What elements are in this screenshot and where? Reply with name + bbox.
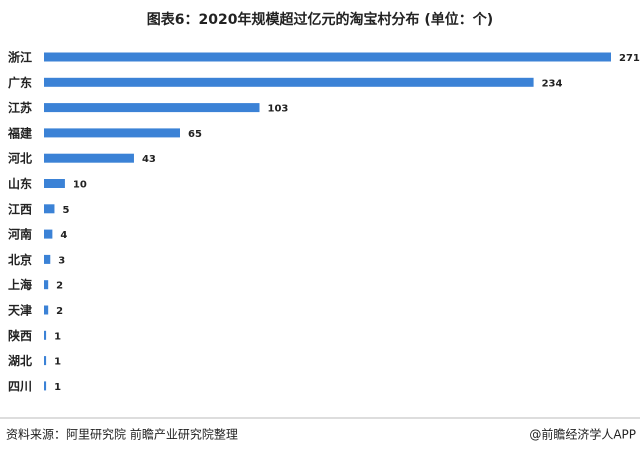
source-note: 资料来源：阿里研究院 前瞻产业研究院整理 (6, 427, 238, 442)
credit: @前瞻经济学人APP (529, 427, 636, 442)
bar (44, 254, 51, 264)
value-label: 2 (56, 281, 63, 292)
category-label: 河南 (7, 227, 32, 242)
bar (44, 103, 260, 113)
value-label: 5 (62, 205, 69, 216)
category-label: 山东 (8, 176, 32, 191)
value-label: 1 (54, 331, 61, 342)
value-label: 1 (54, 382, 61, 393)
category-label: 福建 (7, 125, 33, 140)
category-label: 江苏 (8, 100, 32, 115)
value-label: 1 (54, 357, 61, 368)
value-label: 3 (58, 255, 65, 266)
bar (44, 305, 49, 315)
bar (44, 128, 180, 138)
value-label: 43 (142, 154, 156, 165)
category-label: 陕西 (8, 328, 32, 343)
value-label: 10 (73, 180, 87, 191)
chart-title: 图表6：2020年规模超过亿元的淘宝村分布 (单位：个) (147, 11, 493, 28)
bar (44, 204, 55, 214)
category-label: 北京 (8, 252, 32, 267)
bar (44, 179, 65, 188)
category-label: 浙江 (8, 50, 32, 65)
category-label: 河北 (7, 151, 32, 166)
bar (44, 229, 53, 239)
value-label: 103 (268, 104, 289, 115)
category-label: 天津 (8, 303, 32, 318)
value-label: 234 (542, 78, 563, 89)
bar (44, 356, 47, 366)
category-label: 四川 (8, 379, 32, 393)
category-label: 上海 (8, 277, 32, 292)
value-label: 2 (56, 306, 63, 317)
value-label: 4 (60, 230, 67, 241)
bar (44, 330, 47, 340)
category-label: 广东 (8, 75, 32, 90)
category-label: 江西 (8, 201, 32, 216)
value-label: 271 (619, 53, 640, 64)
bar (44, 77, 534, 87)
category-label: 湖北 (8, 353, 32, 368)
bar (44, 280, 49, 290)
value-label: 65 (188, 129, 202, 140)
bar (44, 52, 611, 62)
bar (44, 153, 134, 163)
bar (44, 381, 47, 391)
